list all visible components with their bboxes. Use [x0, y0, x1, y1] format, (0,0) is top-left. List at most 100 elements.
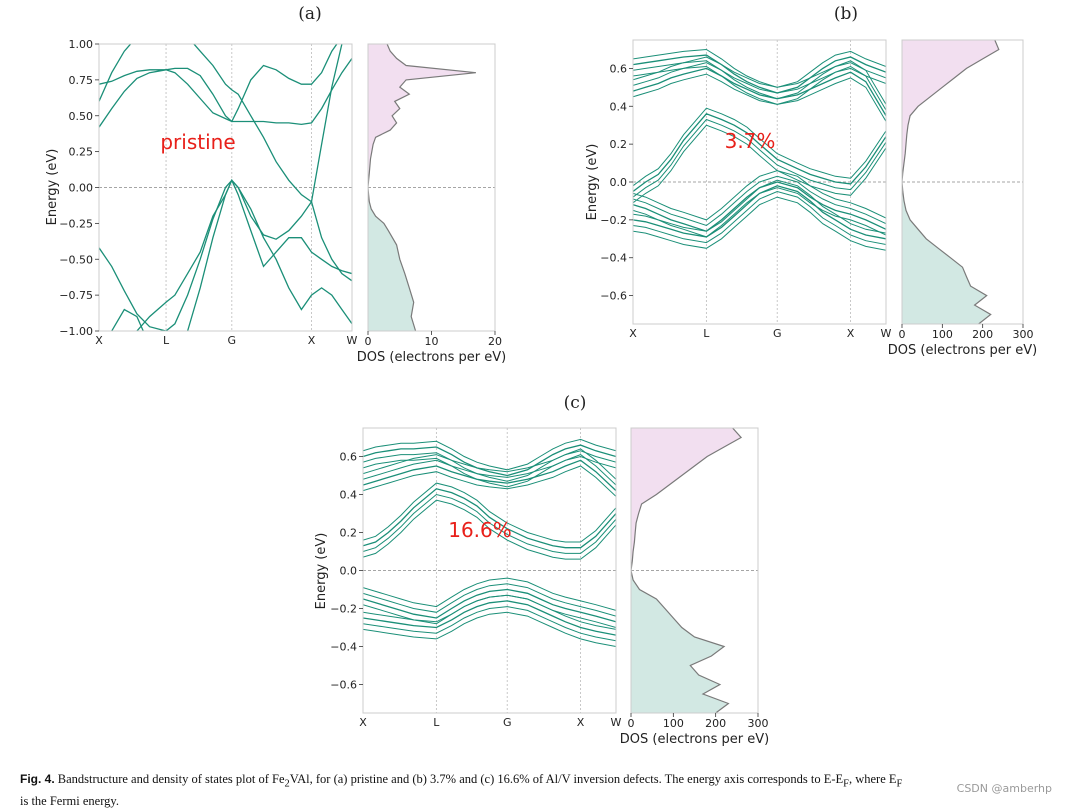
y-tick-label: −0.4 [330, 641, 357, 654]
panel-label: (b) [834, 4, 858, 24]
band-line-replica [363, 465, 616, 497]
y-tick-label: −0.4 [600, 252, 627, 265]
dos-tick-label: 10 [425, 335, 439, 348]
band-line-replica [363, 450, 616, 482]
chart-panel-b: (b) −0.6 −0.4 −0.2 0.0 0.2 0.4 0.6 X L G X W Energy (… [585, 4, 1037, 358]
chart-panel-c: (c) −0.6 −0.4 −0.2 0.0 0.2 0.4 0.6 X L G X W Energy (… [314, 393, 769, 747]
chart-panel-a: (a) −1.00 −0.75 −0.50 −0.25 0.00 0.25 0.50 0.75 1… [45, 4, 506, 365]
y-tick-label: 0.0 [610, 176, 628, 189]
kpoint-label: X [629, 327, 637, 340]
y-tick-label: 0.6 [610, 62, 628, 75]
y-tick-label: −0.6 [330, 679, 357, 692]
band-line [633, 181, 886, 232]
caption-text-3: , where E [848, 772, 897, 786]
band-line-replica [363, 606, 616, 642]
band-line [99, 44, 338, 128]
dos-axis-label: DOS (electrons per eV) [888, 343, 1037, 358]
band-line-replica [633, 60, 886, 100]
band-line-replica [633, 73, 886, 122]
band-line-replica [633, 107, 886, 187]
dos-fill-conduction [368, 44, 476, 188]
y-axis-label: Energy (eV) [585, 144, 600, 221]
kpoint-label: W [611, 716, 622, 729]
caption-sub-f1: F [843, 778, 849, 790]
band-line [363, 588, 616, 623]
dos-group [631, 428, 743, 713]
dos-tick-label: 200 [972, 328, 993, 341]
dos-curve [368, 44, 476, 331]
kpoint-label: W [881, 327, 892, 340]
kpoint-label: G [228, 334, 237, 347]
band-line-replica [633, 179, 886, 234]
kpoint-label: L [703, 327, 710, 340]
dos-frame [901, 39, 1024, 325]
y-tick-label: −0.2 [330, 603, 357, 616]
y-tick-label: 0.2 [610, 138, 628, 151]
y-tick-label: 0.4 [610, 100, 628, 113]
y-axis-label: Energy (eV) [45, 149, 60, 226]
kpoint-label: W [347, 334, 358, 347]
y-tick-label: 0.4 [340, 489, 358, 502]
band-line-replica [633, 124, 886, 204]
caption-sub-2: 2 [284, 778, 290, 790]
band-line-replica [633, 187, 886, 238]
y-tick-label: 0.00 [69, 182, 94, 195]
panel-annotation: 16.6% [448, 518, 512, 542]
kpoint-label: X [847, 327, 855, 340]
band-lines [363, 438, 616, 647]
dos-axis-label: DOS (electrons per eV) [357, 350, 506, 365]
y-tick-label: 0.50 [69, 110, 94, 123]
dos-fill-valence [902, 182, 991, 324]
band-line-replica [363, 577, 616, 611]
kpoint-label: X [308, 334, 316, 347]
y-tick-label: −0.50 [59, 253, 93, 266]
dos-tick-label: 100 [932, 328, 953, 341]
band-line-replica [633, 118, 886, 198]
panel-annotation: pristine [160, 130, 235, 154]
y-tick-label: 0.25 [69, 146, 94, 159]
figure-caption: Fig. 4. Bandstructure and density of sta… [20, 771, 1060, 810]
caption-fig-label: Fig. 4. [20, 772, 55, 786]
band-line-replica [363, 455, 616, 488]
band-line [363, 459, 616, 492]
band-line [136, 178, 352, 331]
dos-group [902, 40, 1000, 324]
dos-tick-label: 0 [899, 328, 906, 341]
dos-fill-conduction [902, 40, 999, 182]
band-line [633, 54, 886, 94]
band-lines [99, 44, 352, 331]
dos-frame [630, 427, 759, 714]
band-line-replica [363, 499, 616, 560]
band-line-replica [633, 170, 886, 221]
y-axis-label: Energy (eV) [314, 533, 329, 610]
dos-tick-label: 100 [663, 717, 684, 730]
dos-tick-label: 300 [748, 717, 769, 730]
y-tick-label: −1.00 [59, 325, 93, 338]
panel-label: (c) [564, 393, 587, 413]
band-lines [633, 48, 886, 251]
band-line [363, 444, 616, 477]
band-line-replica [633, 190, 886, 245]
band-line-replica [633, 196, 886, 251]
caption-sub-f2: F [896, 778, 903, 790]
dos-curve [902, 40, 1000, 324]
dos-fill-valence [368, 187, 416, 331]
panel-annotation: 3.7% [725, 129, 776, 153]
dos-fill-conduction [631, 428, 742, 571]
caption-text-line2: is the Fermi energy. [20, 793, 119, 808]
band-line-replica [633, 48, 886, 88]
y-tick-label: 0.6 [340, 451, 358, 464]
kpoint-label: X [577, 716, 585, 729]
y-tick-label: −0.25 [59, 217, 93, 230]
kpoint-label: X [359, 716, 367, 729]
band-line [633, 113, 886, 193]
dos-curve [631, 428, 743, 713]
y-tick-label: −0.75 [59, 289, 93, 302]
band-line [99, 44, 343, 203]
dos-tick-label: 0 [365, 335, 372, 348]
y-tick-label: −0.6 [600, 290, 627, 303]
band-line-replica [363, 438, 616, 471]
band-line-replica [633, 65, 886, 105]
dos-fill-valence [631, 570, 729, 713]
